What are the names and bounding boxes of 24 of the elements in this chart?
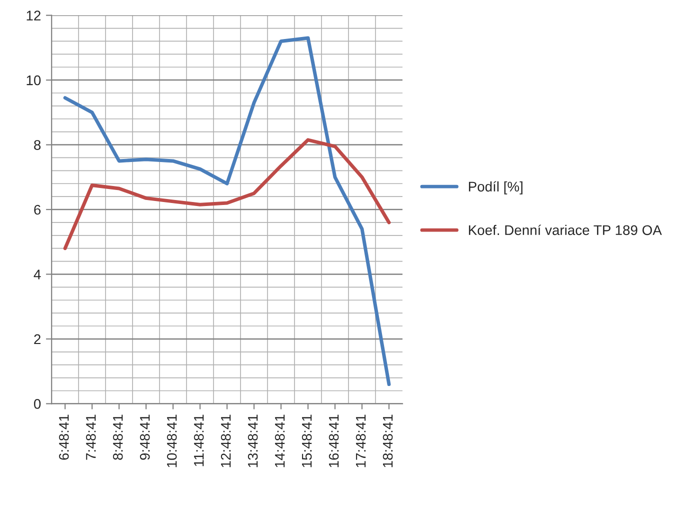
y-tick-label: 0	[34, 399, 41, 409]
y-tick-label: 2	[34, 334, 40, 344]
legend-label: Podíl [%]	[468, 181, 522, 194]
x-tick-label: 7:48:41	[86, 414, 96, 460]
x-tick-label: 15:48:41	[302, 414, 312, 468]
y-tick-label: 8	[34, 140, 41, 150]
y-tick-label: 6	[34, 204, 41, 215]
x-tick-label: 13:48:41	[248, 414, 258, 468]
x-tick-label: 14:48:41	[274, 414, 285, 468]
legend-label: Koef. Denní variace TP 189 OA	[468, 224, 662, 236]
y-tick-label: 4	[34, 270, 41, 280]
x-tick-label: 9:48:41	[140, 414, 150, 460]
y-tick-label: 10	[26, 75, 41, 86]
y-tick-label: 12	[26, 10, 40, 20]
x-tick-label: 17:48:41	[356, 414, 366, 468]
line-series	[63, 36, 391, 386]
x-tick-label: 6:48:41	[58, 414, 69, 460]
x-tick-label: 11:48:41	[194, 414, 204, 466]
x-tick-label: 16:48:41	[328, 414, 339, 468]
x-tick-label: 18:48:41	[382, 414, 393, 468]
x-tick-label: 12:48:41	[220, 414, 231, 468]
x-tick-label: 10:48:41	[166, 414, 177, 468]
x-tick-label: 8:48:41	[112, 414, 123, 460]
line-series	[63, 138, 391, 250]
